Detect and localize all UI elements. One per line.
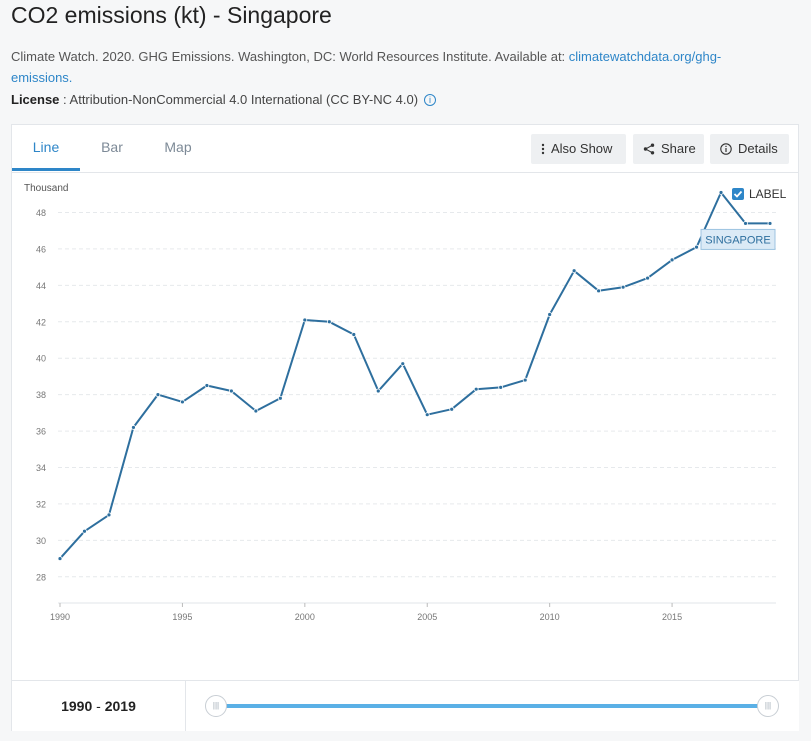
data-point xyxy=(424,412,430,418)
y-axis-label: Thousand xyxy=(24,183,68,194)
data-point xyxy=(204,383,210,388)
range-from: 1990 xyxy=(61,698,93,714)
y-tick-label: 46 xyxy=(36,244,46,254)
tab-bar[interactable]: Bar xyxy=(101,139,123,155)
data-point xyxy=(155,392,161,398)
data-point xyxy=(498,384,504,390)
chart-card: Line Bar Map Also Show Share Details Tho… xyxy=(11,124,799,731)
year-range-slider[interactable]: ||| ||| xyxy=(186,681,799,731)
data-point xyxy=(57,556,63,561)
x-tick-label: 2010 xyxy=(540,612,560,622)
data-point xyxy=(449,406,455,412)
range-separator: - xyxy=(92,698,105,714)
info-icon[interactable]: i xyxy=(424,94,437,106)
y-tick-label: 38 xyxy=(36,390,46,400)
slider-handle-end[interactable]: ||| xyxy=(757,695,779,717)
chart-tabs: Line Bar Map Also Show Share Details xyxy=(12,125,798,173)
data-point xyxy=(82,528,87,534)
y-tick-label: 36 xyxy=(36,427,46,437)
citation: Climate Watch. 2020. GHG Emissions. Wash… xyxy=(11,46,771,88)
share-icon xyxy=(643,143,655,155)
x-tick-label: 1990 xyxy=(50,612,70,622)
y-tick-label: 44 xyxy=(36,281,46,291)
page-title: CO2 emissions (kt) - Singapore xyxy=(11,2,332,28)
data-point xyxy=(180,399,185,405)
check-icon xyxy=(733,190,743,198)
label-checkbox[interactable] xyxy=(732,188,744,200)
y-tick-label: 40 xyxy=(36,354,46,364)
series-line xyxy=(59,191,770,560)
line-chart: Thousand 28 30 32 34 36 38 40 42 44 46 48 1990 1995 20… xyxy=(24,183,776,622)
y-tick-label: 42 xyxy=(36,317,46,327)
citation-text: Climate Watch. 2020. GHG Emissions. Wash… xyxy=(11,49,569,64)
y-tick-label: 32 xyxy=(36,499,46,509)
share-label: Share xyxy=(661,141,696,156)
data-point xyxy=(228,388,234,394)
x-tick-label: 2005 xyxy=(417,612,437,622)
data-point xyxy=(694,244,699,250)
label-toggle[interactable]: LABEL xyxy=(732,187,786,201)
data-point xyxy=(375,388,381,394)
data-point xyxy=(106,512,112,518)
range-bar: 1990 - 2019 ||| ||| xyxy=(12,680,799,731)
data-point xyxy=(277,395,283,401)
y-tick-label: 30 xyxy=(36,536,46,546)
details-label: Details xyxy=(738,141,778,156)
data-point xyxy=(743,221,748,226)
tab-map[interactable]: Map xyxy=(164,139,192,155)
data-point xyxy=(547,312,553,317)
data-point xyxy=(669,257,675,263)
series-label: SINGAPORE xyxy=(705,234,770,246)
data-point xyxy=(326,319,332,325)
more-vertical-icon xyxy=(541,143,545,155)
data-point xyxy=(400,361,406,367)
license-line: License : Attribution-NonCommercial 4.0 … xyxy=(11,92,437,107)
x-tick-label: 1995 xyxy=(172,612,192,622)
data-point xyxy=(302,317,308,323)
data-point xyxy=(767,221,773,226)
data-point xyxy=(351,332,357,337)
slider-track xyxy=(216,704,768,708)
info-circle-icon xyxy=(720,143,732,155)
y-tick-label: 48 xyxy=(36,208,46,218)
y-tick-label: 28 xyxy=(36,572,46,582)
slider-handle-start[interactable]: ||| xyxy=(205,695,227,717)
data-point xyxy=(718,190,724,195)
details-button[interactable]: Details xyxy=(710,134,789,164)
data-point xyxy=(522,377,528,383)
citation-link[interactable]: climatewatchdata.org/ghg-emissions. xyxy=(11,49,722,85)
also-show-label: Also Show xyxy=(551,141,613,156)
range-label: 1990 - 2019 xyxy=(12,681,186,731)
data-point xyxy=(596,288,602,294)
data-point xyxy=(131,425,136,430)
share-button[interactable]: Share xyxy=(633,134,704,164)
data-point xyxy=(253,408,259,414)
label-toggle-text: LABEL xyxy=(749,187,787,201)
data-point xyxy=(473,386,479,392)
range-to: 2019 xyxy=(104,698,136,714)
also-show-button[interactable]: Also Show xyxy=(531,134,626,164)
license-label: License xyxy=(11,92,60,107)
tab-line[interactable]: Line xyxy=(12,125,80,171)
y-tick-label: 34 xyxy=(36,463,46,473)
data-point xyxy=(571,268,577,274)
x-tick-label: 2000 xyxy=(295,612,315,622)
series-label-box xyxy=(700,228,776,250)
data-point xyxy=(620,284,626,290)
x-tick-label: 2015 xyxy=(662,612,682,622)
license-text: : Attribution-NonCommercial 4.0 Internat… xyxy=(59,92,419,107)
data-point xyxy=(645,275,650,281)
